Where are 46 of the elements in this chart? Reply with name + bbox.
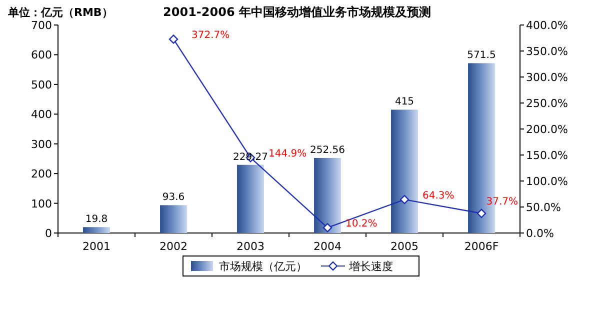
data-label: 37.7%	[486, 196, 518, 208]
y2-tick-label: 100.0%	[526, 175, 568, 188]
legend-label: 市场规模（亿元）	[219, 260, 307, 273]
point	[400, 194, 410, 204]
data-label: 415	[394, 96, 414, 108]
y-tick-label: 700	[31, 19, 52, 32]
bar	[391, 110, 418, 233]
point	[322, 223, 332, 232]
y-tick-label: 600	[31, 48, 52, 62]
data-label: 19.8	[85, 214, 108, 226]
text: 单位：亿元（RMB）	[7, 6, 113, 19]
y2-tick-label: 350.0%	[526, 45, 568, 58]
x-tick-label: 2006F	[464, 240, 499, 253]
y2-tick-label: 250.0%	[526, 97, 568, 110]
y2-tick-label: 400.0%	[526, 19, 568, 32]
y2-tick-label: 50.0%	[526, 201, 561, 214]
x-tick-label: 2002	[160, 240, 188, 253]
y-tick-label: 500	[31, 78, 52, 92]
data-label: 571.5	[467, 50, 496, 62]
y2-tick-label: 200.0%	[526, 123, 568, 136]
point	[476, 208, 486, 218]
bar	[83, 227, 110, 233]
y-tick-label: 100	[31, 197, 52, 210]
data-label: 252.56	[310, 144, 345, 156]
legend-label: 增长速度	[348, 260, 393, 273]
bar	[314, 158, 341, 233]
bar	[160, 205, 187, 233]
chart-title: 2001-2006 年中国移动增值业务市场规模及预测	[163, 5, 431, 19]
bar	[237, 164, 264, 233]
data-label: 64.3%	[422, 190, 454, 202]
y-tick-label: 400	[31, 108, 52, 122]
data-label: 93.6	[162, 192, 185, 204]
y-tick-label: 200	[31, 168, 52, 181]
data-label: 144.9%	[268, 148, 307, 160]
y2-tick-label: 150.0%	[526, 149, 568, 162]
x-tick-label: 2001	[82, 240, 110, 253]
x-tick-label: 2004	[314, 240, 342, 253]
y2-tick-label: 300.0%	[526, 71, 568, 84]
x-tick-label: 2005	[390, 240, 418, 253]
data-label: 10.2%	[346, 218, 378, 230]
y-tick-label: 300	[31, 138, 52, 151]
y2-tick-label: 0.0%	[526, 227, 554, 240]
point	[168, 34, 178, 44]
x-tick-label: 2003	[236, 240, 264, 253]
y-tick-label: 0	[45, 227, 52, 240]
data-label: 372.7%	[192, 30, 230, 42]
